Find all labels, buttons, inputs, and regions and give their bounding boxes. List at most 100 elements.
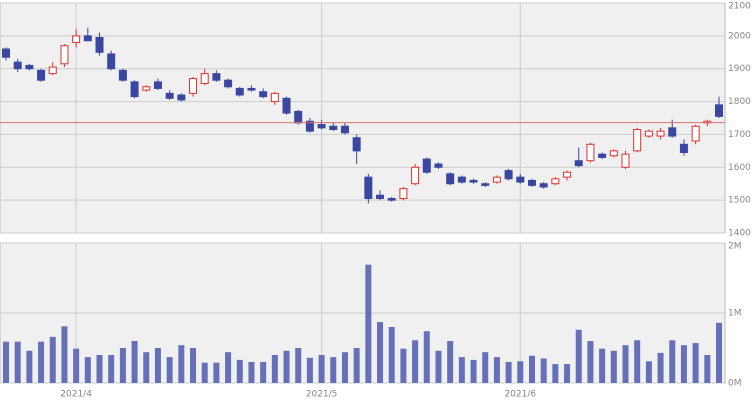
volume-bar	[131, 341, 138, 383]
candle-body	[422, 158, 431, 173]
candle-body	[247, 87, 256, 91]
volume-bar	[119, 348, 126, 383]
candle-body	[282, 97, 291, 114]
candle-body	[224, 79, 233, 88]
candle-body	[446, 173, 455, 185]
volume-bar	[599, 348, 606, 383]
candle-body	[107, 53, 116, 70]
candle-body	[609, 150, 618, 157]
volume-bar	[716, 322, 722, 383]
volume-bar	[400, 348, 407, 383]
candle-body	[715, 104, 723, 117]
candle-body	[235, 87, 244, 96]
candle-body	[574, 160, 583, 167]
candle-body	[60, 45, 69, 65]
volume-bar	[283, 350, 290, 383]
volume-bar	[260, 362, 267, 383]
candle-body	[457, 176, 466, 183]
candle-body	[633, 129, 642, 152]
candle-body	[481, 183, 490, 186]
volume-bar	[622, 345, 629, 383]
y-tick-label: 0M	[728, 379, 742, 389]
candle-body	[259, 91, 268, 98]
volume-bar	[73, 348, 80, 383]
volume-bar	[458, 357, 465, 383]
candle-body	[13, 61, 22, 70]
y-tick-label: 2100	[728, 2, 751, 12]
volume-bar	[634, 340, 641, 383]
volume-bar	[38, 341, 45, 383]
candle-body	[200, 73, 209, 85]
volume-bar	[540, 358, 547, 383]
volume-bar	[190, 348, 197, 383]
candle-body	[469, 179, 478, 183]
volume-bar	[108, 355, 115, 383]
volume-bar	[564, 364, 571, 383]
candle-body	[329, 125, 338, 131]
candle-body	[527, 179, 536, 186]
candle-body	[364, 176, 373, 199]
volume-bar	[365, 264, 372, 383]
x-tick-label: 2021/5	[306, 390, 338, 400]
volume-bar	[295, 348, 302, 383]
volume-bar	[49, 336, 56, 383]
volume-bar	[271, 355, 278, 383]
candle-body	[72, 35, 81, 43]
candle-body	[387, 198, 396, 201]
volume-bar	[26, 350, 33, 383]
volume-bar	[493, 357, 500, 383]
volume-bar	[84, 357, 91, 383]
candle-body	[644, 130, 653, 137]
candle-body	[37, 69, 46, 81]
y-tick-label: 2000	[728, 31, 751, 41]
y-tick-label: 1600	[728, 163, 751, 173]
volume-bar	[610, 350, 617, 383]
volume-bar	[3, 341, 9, 383]
y-tick-label: 1900	[728, 64, 751, 74]
volume-bar	[178, 345, 185, 383]
candle-body	[434, 163, 443, 168]
volume-bar	[575, 329, 582, 383]
candle-body	[679, 143, 688, 154]
volume-bar	[552, 364, 559, 383]
candle-body	[563, 171, 572, 178]
volume-bar	[306, 357, 313, 383]
candle-body	[165, 92, 174, 99]
volume-bar	[225, 352, 232, 383]
candle-body	[2, 48, 10, 58]
candle-body	[621, 153, 630, 168]
volume-bar	[61, 326, 68, 383]
y-tick-label: 1M	[728, 309, 742, 319]
volume-bar	[236, 359, 243, 383]
candle-body	[270, 92, 279, 103]
volume-bar	[669, 340, 676, 383]
candle-body	[492, 176, 501, 183]
candle-body	[376, 194, 385, 199]
candle-body	[411, 166, 420, 185]
volume-bar	[447, 341, 454, 383]
candle-body	[294, 110, 303, 124]
volume-bar	[680, 345, 687, 383]
x-tick-label: 2021/6	[504, 390, 536, 400]
candle-body	[305, 120, 314, 132]
candle-body	[598, 153, 607, 158]
candle-body	[399, 188, 408, 199]
candle-body	[516, 176, 525, 183]
y-tick-label: 1700	[728, 130, 751, 140]
volume-bar	[330, 357, 337, 383]
volume-bar	[505, 362, 512, 383]
candle-body	[586, 143, 595, 162]
candle-body	[551, 178, 560, 185]
candle-body	[95, 37, 104, 53]
volume-bar	[154, 348, 161, 383]
volume-bar	[201, 362, 208, 383]
volume-bar	[528, 355, 535, 383]
volume-bar	[318, 355, 325, 383]
candle-body	[656, 130, 665, 137]
volume-bar	[423, 331, 430, 383]
volume-bar	[14, 341, 21, 383]
candle-body	[691, 125, 700, 142]
candle-body	[668, 127, 677, 137]
volume-bar	[248, 362, 255, 383]
